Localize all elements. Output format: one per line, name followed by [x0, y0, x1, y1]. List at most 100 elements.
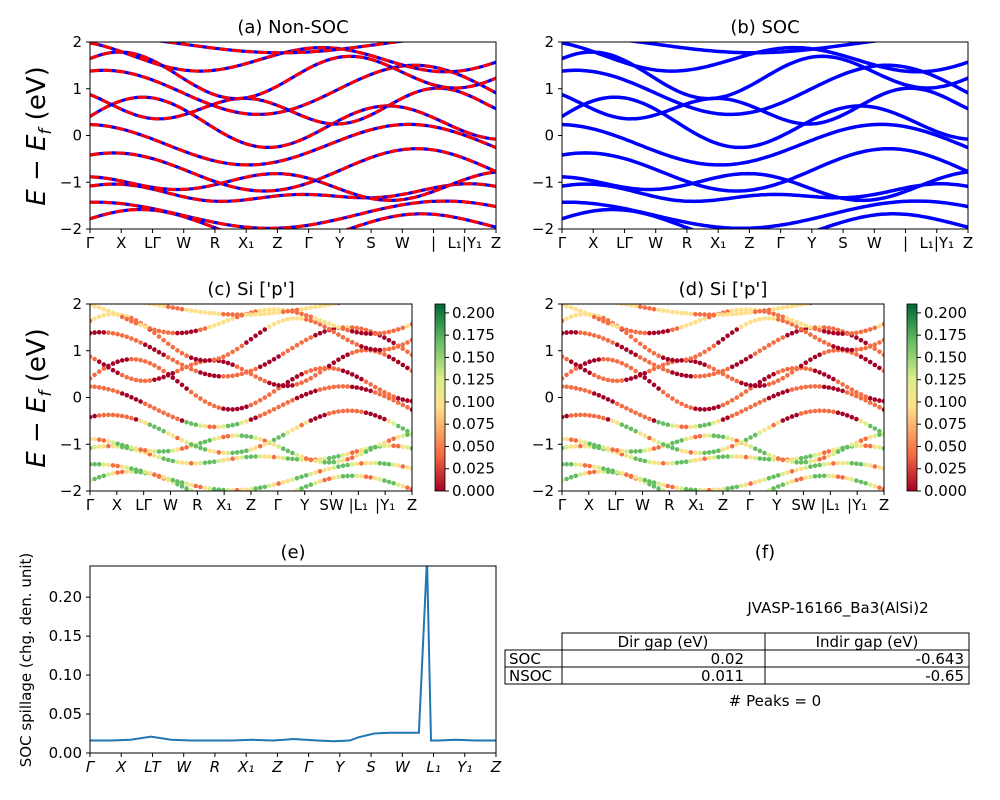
projection-dot [294, 374, 300, 379]
projection-dot [125, 298, 130, 303]
projection-dot [615, 304, 620, 306]
projection-dot [165, 457, 171, 463]
projection-dot [193, 483, 199, 489]
projection-dot [780, 482, 786, 488]
projection-dot [665, 393, 671, 398]
panel-a-xtick: X₁ [238, 234, 254, 252]
projection-dot [92, 436, 97, 442]
projection-dot [106, 472, 111, 477]
projection-dot [110, 412, 116, 418]
projection-dot [92, 461, 97, 467]
projection-dot [601, 318, 606, 324]
projection-dot [391, 398, 396, 403]
projection-dot [877, 465, 882, 470]
projection-dot [377, 477, 383, 482]
projection-dot [729, 311, 735, 317]
projection-dot [739, 392, 744, 397]
projection-dot [271, 310, 277, 316]
projection-dot [96, 305, 102, 310]
projection-dot [683, 357, 689, 363]
projection-dot [253, 445, 258, 451]
projection-dot [138, 447, 143, 452]
projection-dot [610, 357, 615, 363]
projection-dot [253, 486, 258, 491]
projection-dot [757, 400, 763, 405]
projection-dot [267, 311, 272, 316]
projection-dot [345, 473, 350, 479]
projection-dot [405, 323, 410, 329]
projection-dot [221, 311, 226, 317]
projection-dot [90, 478, 93, 484]
projection-dot [133, 338, 139, 343]
projection-dot [221, 487, 226, 491]
projection-dot [179, 350, 185, 356]
panel-d-xtick: Y [771, 496, 782, 514]
band-line-nonsoc [90, 182, 496, 203]
projection-dot [216, 424, 222, 430]
projection-dot [867, 482, 873, 488]
projection-dot [133, 377, 139, 383]
projection-dot [587, 370, 592, 376]
projection-dot [794, 324, 799, 330]
projection-dot [826, 473, 832, 479]
band-line-nonsoc [90, 147, 496, 193]
projection-dot [628, 426, 634, 432]
projection-dot [396, 296, 401, 301]
projection-dot [729, 330, 735, 335]
projection-dot [405, 340, 410, 345]
projection-dot [299, 340, 304, 345]
projection-dot [771, 316, 776, 321]
projection-dot [610, 322, 615, 328]
projection-dot [564, 372, 569, 378]
projection-dot [188, 329, 194, 335]
projection-dot [299, 306, 304, 312]
projection-dot [757, 478, 763, 484]
projection-dot [165, 355, 171, 360]
projection-dot [808, 332, 813, 337]
projection-dot [386, 392, 392, 397]
peaks-count: # Peaks = 0 [729, 692, 821, 710]
projection-dot [211, 403, 217, 409]
projection-dot [624, 449, 629, 454]
table-material-title: JVASP-16166_Ba3(AlSi)2 [746, 599, 928, 618]
projection-dot [225, 488, 231, 491]
projection-dot [633, 428, 638, 434]
projection-dot [794, 460, 799, 465]
projection-dot [817, 457, 822, 462]
projection-dot [771, 371, 776, 377]
projection-dot [377, 461, 383, 466]
projection-dot [271, 321, 277, 327]
projection-dot [628, 473, 634, 479]
projection-dot [775, 473, 781, 478]
projection-dot [110, 367, 116, 373]
projection-dot [711, 487, 717, 491]
projection-dot [386, 479, 392, 485]
projection-dot [262, 411, 268, 417]
projection-dot [597, 298, 602, 303]
projection-dot [647, 379, 652, 384]
projection-dot [683, 311, 689, 316]
projection-dot [582, 310, 588, 316]
projection-dot [188, 488, 194, 491]
band-line-nonsoc [90, 199, 496, 229]
projection-dot [844, 444, 850, 450]
projection-dot [647, 368, 652, 374]
projection-dot [739, 454, 744, 460]
table-header-dir: Dir gap (eV) [618, 633, 709, 651]
projection-dot [826, 385, 832, 390]
projection-dot [133, 467, 139, 473]
projection-dot [230, 456, 235, 462]
colorbar-tick: 0.050 [452, 437, 495, 455]
projection-dot [670, 396, 675, 401]
projection-dot [400, 464, 406, 469]
projection-dot [720, 402, 726, 408]
projection-dot [568, 314, 574, 319]
projection-dot [382, 347, 387, 353]
projection-dot [647, 306, 652, 311]
projection-dot [844, 347, 850, 353]
projection-dot [395, 400, 401, 405]
projection-dot [706, 421, 712, 427]
projection-dot [267, 392, 272, 397]
projection-dot [271, 442, 277, 447]
projection-dot [391, 443, 396, 449]
